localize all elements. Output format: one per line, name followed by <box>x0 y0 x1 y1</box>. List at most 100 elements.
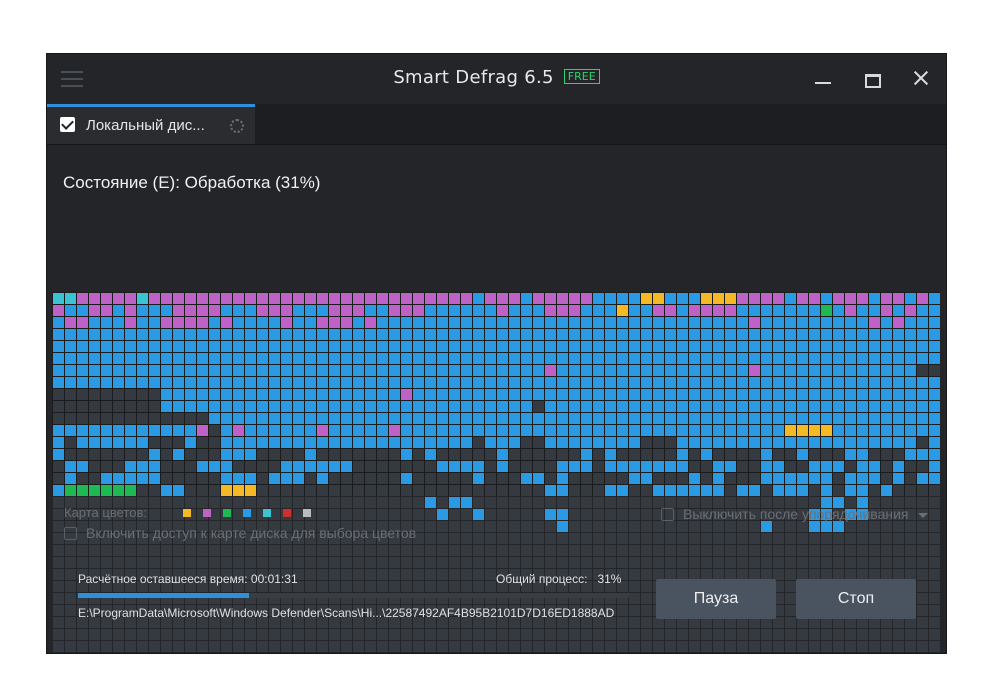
disk-block <box>497 569 508 580</box>
disk-block <box>329 377 340 388</box>
disk-block <box>185 413 196 424</box>
disk-block <box>593 533 604 544</box>
disk-block <box>245 377 256 388</box>
disk-block <box>137 425 148 436</box>
disk-block <box>353 317 364 328</box>
disk-block <box>53 521 64 532</box>
dropdown-arrow-icon[interactable] <box>918 513 928 518</box>
disk-block <box>329 353 340 364</box>
disk-block <box>125 545 136 556</box>
legend-swatch <box>302 508 311 517</box>
overall-progress-value: 31% <box>597 572 622 586</box>
disk-block <box>377 509 388 520</box>
disk-block <box>617 473 628 484</box>
disk-block <box>797 353 808 364</box>
disk-block <box>485 329 496 340</box>
disk-block <box>221 641 232 652</box>
disk-block <box>725 569 736 580</box>
maximize-icon[interactable] <box>860 66 884 90</box>
disk-block <box>929 641 940 652</box>
disk-block <box>521 641 532 652</box>
disk-block <box>413 569 424 580</box>
disk-block <box>317 341 328 352</box>
disk-block <box>713 449 724 460</box>
disk-block <box>509 377 520 388</box>
disk-block <box>653 353 664 364</box>
shutdown-label[interactable]: Выключить после упорядочивания <box>683 506 909 522</box>
disk-block <box>713 569 724 580</box>
disk-block <box>89 461 100 472</box>
disk-block <box>89 581 100 592</box>
disk-block <box>689 509 700 520</box>
map-access-checkbox[interactable] <box>64 527 77 540</box>
disk-block <box>569 617 580 628</box>
disk-block <box>569 485 580 496</box>
disk-block <box>113 485 124 496</box>
disk-block <box>665 293 676 304</box>
disk-block <box>929 485 940 496</box>
disk-block <box>929 473 940 484</box>
disk-block <box>65 425 76 436</box>
disk-block <box>245 485 256 496</box>
disk-block <box>869 437 880 448</box>
disk-block <box>101 353 112 364</box>
disk-block <box>533 545 544 556</box>
tab-checkbox[interactable] <box>60 117 75 132</box>
disk-block <box>329 617 340 628</box>
disk-block <box>53 425 64 436</box>
disk-block <box>641 389 652 400</box>
disk-block <box>845 365 856 376</box>
disk-block <box>725 305 736 316</box>
disk-block <box>749 569 760 580</box>
pause-button[interactable]: Пауза <box>656 579 776 619</box>
disk-block <box>221 449 232 460</box>
disk-block <box>257 377 268 388</box>
disk-block <box>569 425 580 436</box>
disk-block <box>497 413 508 424</box>
disk-block <box>857 377 868 388</box>
disk-block <box>689 365 700 376</box>
menu-icon[interactable] <box>61 71 83 87</box>
disk-block <box>245 293 256 304</box>
disk-block <box>209 377 220 388</box>
map-access-label[interactable]: Включить доступ к карте диска для выбора… <box>86 525 417 541</box>
disk-block <box>209 533 220 544</box>
disk-block <box>761 533 772 544</box>
tab-local-disk[interactable]: Локальный дис... <box>47 104 255 144</box>
disk-block <box>881 437 892 448</box>
disk-block <box>653 425 664 436</box>
disk-block <box>581 533 592 544</box>
close-icon[interactable] <box>909 66 933 90</box>
disk-block <box>161 641 172 652</box>
disk-block <box>305 497 316 508</box>
disk-block <box>473 389 484 400</box>
disk-block <box>197 353 208 364</box>
stop-button[interactable]: Стоп <box>796 579 916 619</box>
disk-block <box>341 593 352 604</box>
disk-block <box>581 389 592 400</box>
disk-block <box>281 341 292 352</box>
disk-block <box>329 389 340 400</box>
disk-block <box>521 473 532 484</box>
disk-block <box>101 521 112 532</box>
disk-block <box>185 605 196 616</box>
disk-block <box>773 365 784 376</box>
disk-block <box>89 317 100 328</box>
disk-block <box>893 329 904 340</box>
disk-block <box>257 629 268 640</box>
disk-block <box>233 473 244 484</box>
disk-block <box>89 557 100 568</box>
disk-block <box>53 629 64 640</box>
minimize-icon[interactable] <box>811 66 835 90</box>
disk-block <box>737 353 748 364</box>
disk-block <box>545 329 556 340</box>
disk-block <box>173 413 184 424</box>
disk-block <box>617 617 628 628</box>
disk-block <box>413 377 424 388</box>
shutdown-checkbox[interactable] <box>661 508 674 521</box>
disk-block <box>497 641 508 652</box>
disk-block <box>449 593 460 604</box>
disk-block <box>905 317 916 328</box>
disk-block <box>713 365 724 376</box>
disk-block <box>629 497 640 508</box>
